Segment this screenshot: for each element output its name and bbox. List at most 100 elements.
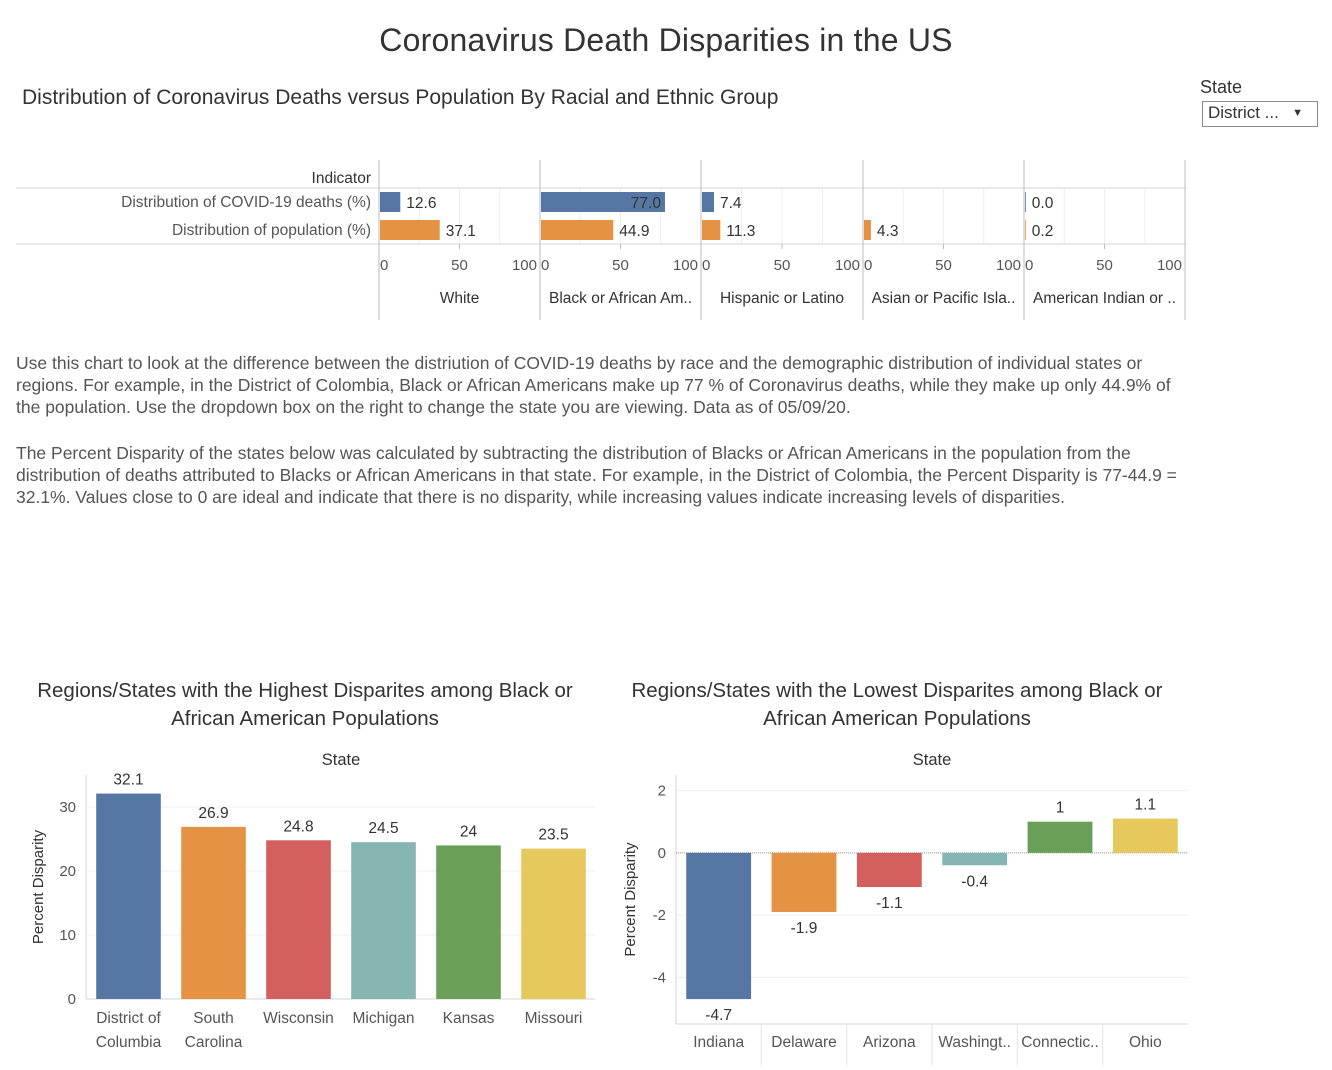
- x-tick-label: 0: [541, 257, 549, 274]
- dropdown-caret-icon[interactable]: ▼: [1292, 107, 1303, 119]
- x-tick-label: 100: [996, 257, 1021, 274]
- bar: [541, 220, 614, 240]
- x-category-label: South: [193, 1010, 234, 1027]
- highest-disparities-title: Regions/States with the Highest Disparit…: [37, 679, 573, 730]
- y-tick-label: -4: [653, 969, 666, 986]
- x-category-label: Carolina: [185, 1034, 243, 1051]
- bar-value-label: 4.3: [877, 223, 899, 240]
- bar-value-label: -0.4: [961, 873, 988, 890]
- x-tick-label: 50: [612, 257, 629, 274]
- bar-value-label: 12.6: [406, 195, 436, 212]
- highest-disparities-chart: State Percent Disparity 0 10 20 30 32.1 Distric…: [30, 751, 595, 1051]
- state-axis-header: State: [322, 751, 361, 769]
- group-label: American Indian or ..: [1033, 290, 1176, 307]
- y-tick-label: 0: [68, 991, 76, 1008]
- state-filter-label: State: [1200, 77, 1243, 97]
- x-tick-label: 0: [864, 257, 872, 274]
- bar: [1025, 192, 1026, 212]
- description-paragraph-2: The Percent Disparity of the states belo…: [16, 443, 1177, 507]
- row-header-label: Indicator: [312, 170, 371, 187]
- x-tick-label: 0: [1025, 257, 1033, 274]
- bar: [380, 192, 401, 212]
- bar-value-label: 26.9: [198, 805, 228, 822]
- bar: [1027, 821, 1093, 853]
- group-label: White: [440, 290, 480, 307]
- x-category-label: Columbia: [96, 1034, 162, 1051]
- distribution-chart: Indicator Distribution of COVID-19 deaths…: [16, 160, 1186, 320]
- x-category-label: Washingt..: [938, 1034, 1011, 1051]
- state-axis-header: State: [913, 751, 952, 769]
- bar: [702, 220, 721, 240]
- y-tick-label: 2: [658, 783, 666, 800]
- dashboard-title: Coronavirus Death Disparities in the US: [379, 22, 953, 58]
- x-tick-label: 50: [774, 257, 791, 274]
- y-axis-label: Percent Disparity: [622, 842, 639, 957]
- bar: [702, 192, 714, 212]
- group-label: Black or African Am..: [549, 290, 692, 307]
- bar: [864, 220, 871, 240]
- chart-subtitle: Distribution of Coronavirus Deaths versu…: [22, 86, 779, 109]
- bar-value-label: 77.0: [631, 195, 662, 212]
- description-paragraph-1: Use this chart to look at the difference…: [16, 353, 1171, 417]
- x-category-label: Indiana: [693, 1034, 744, 1051]
- bar-value-label: 11.3: [726, 223, 755, 240]
- bar-value-label: 44.9: [619, 223, 649, 240]
- bar: [1112, 818, 1178, 853]
- bar: [96, 793, 161, 999]
- bar-value-label: 0.0: [1032, 195, 1054, 212]
- bar-value-label: -1.9: [791, 920, 818, 937]
- group-label: Asian or Pacific Isla..: [872, 290, 1016, 307]
- x-tick-label: 0: [380, 257, 388, 274]
- bar-value-label: -4.7: [705, 1007, 732, 1024]
- x-category-label: District of: [96, 1010, 161, 1027]
- row-label: Distribution of population (%): [172, 222, 371, 239]
- bar-value-label: 37.1: [446, 223, 476, 240]
- bar-value-label: 1.1: [1135, 797, 1157, 814]
- bar-value-label: 32.1: [113, 772, 143, 789]
- bar: [856, 852, 922, 888]
- group-label: Hispanic or Latino: [720, 290, 844, 307]
- x-tick-label: 100: [1157, 257, 1182, 274]
- bar: [541, 192, 665, 212]
- x-category-label: Missouri: [525, 1010, 583, 1027]
- x-category-label: Kansas: [443, 1010, 495, 1027]
- y-axis-label: Percent Disparity: [30, 829, 47, 944]
- x-tick-label: 100: [673, 257, 698, 274]
- lowest-disparities-chart: State Percent Disparity 2 0 -2 -4 -4.7 Indiana -…: [622, 751, 1188, 1065]
- x-category-label: Michigan: [352, 1010, 414, 1027]
- bar: [181, 826, 246, 999]
- x-tick-label: 50: [451, 257, 468, 274]
- bar: [521, 848, 586, 999]
- bar: [351, 842, 416, 999]
- x-category-label: Arizona: [863, 1034, 916, 1051]
- bar-value-label: 7.4: [720, 195, 742, 212]
- bar-value-label: 24.5: [368, 820, 398, 837]
- y-tick-label: -2: [653, 907, 666, 924]
- bar: [436, 845, 501, 999]
- bar-value-label: -1.1: [876, 895, 903, 912]
- y-tick-label: 20: [59, 863, 76, 880]
- bar-value-label: 24.8: [283, 818, 313, 835]
- x-category-label: Wisconsin: [263, 1010, 334, 1027]
- x-tick-label: 100: [835, 257, 860, 274]
- x-tick-label: 50: [935, 257, 952, 274]
- bar-value-label: 23.5: [538, 827, 568, 844]
- bar: [1025, 220, 1026, 240]
- state-filter-value: District ...: [1208, 103, 1279, 122]
- bar-value-label: 24: [460, 823, 478, 840]
- x-tick-label: 0: [702, 257, 710, 274]
- x-category-label: Ohio: [1129, 1034, 1162, 1051]
- state-filter-dropdown[interactable]: District ... ▼: [1202, 101, 1318, 127]
- bar-value-label: 1: [1056, 800, 1065, 817]
- bar: [771, 852, 837, 912]
- y-tick-label: 30: [59, 799, 76, 816]
- y-tick-label: 10: [59, 927, 76, 944]
- bar: [266, 840, 331, 999]
- x-tick-label: 100: [512, 257, 537, 274]
- bar: [380, 220, 440, 240]
- lowest-disparities-title: Regions/States with the Lowest Disparite…: [631, 679, 1163, 730]
- bar: [686, 852, 752, 1000]
- row-label: Distribution of COVID-19 deaths (%): [121, 194, 371, 211]
- bar: [942, 852, 1008, 866]
- x-category-label: Connectic..: [1021, 1034, 1099, 1051]
